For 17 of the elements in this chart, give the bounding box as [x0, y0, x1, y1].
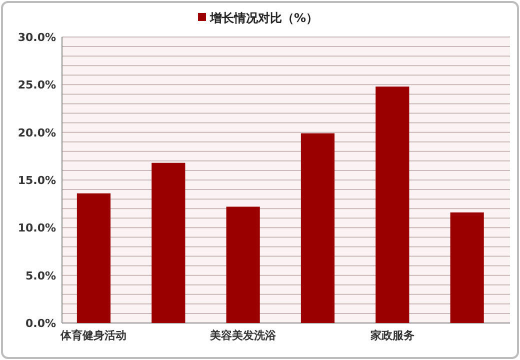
x-tick-label: 美容美发洗浴	[209, 329, 278, 342]
bar	[376, 86, 410, 323]
y-tick-label: 10.0%	[18, 222, 56, 235]
y-tick-label: 30.0%	[18, 31, 56, 44]
y-tick-label: 15.0%	[18, 174, 56, 187]
x-tick-label: 体育健身活动	[60, 329, 127, 342]
x-tick-label: 家政服务	[369, 329, 414, 342]
bar	[300, 133, 335, 323]
y-tick-label: 25.0%	[18, 78, 56, 92]
bar	[226, 206, 260, 323]
y-tick-label: 5.0%	[25, 269, 56, 282]
y-tick-label: 20.0%	[18, 126, 56, 140]
bar	[450, 212, 484, 323]
y-tick-label: 0.0%	[25, 317, 56, 330]
bar	[152, 162, 186, 323]
legend-label: 增长情况对比（%）	[209, 11, 318, 25]
bar	[76, 193, 111, 323]
